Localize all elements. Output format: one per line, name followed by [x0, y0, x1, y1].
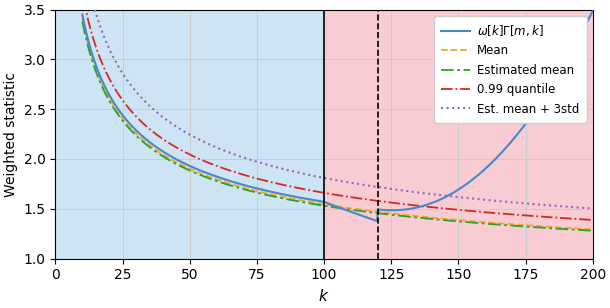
0.99 quantile [210, 163, 217, 167]
0.99 quantile [379, 200, 387, 204]
Mean [379, 211, 387, 214]
Est. mean + 3std [589, 207, 597, 210]
Line: Estimated mean: Estimated mean [82, 22, 593, 231]
$\omega[k]\Gamma[m,k]$ [107, 95, 114, 99]
Legend: $\omega[k]\Gamma[m,k]$, Mean, Estimated mean, 0.99 quantile, Est. mean + 3std: $\omega[k]\Gamma[m,k]$, Mean, Estimated … [434, 16, 587, 123]
Mean [169, 158, 176, 162]
X-axis label: $k$: $k$ [318, 288, 330, 304]
Est. mean + 3std [210, 144, 217, 148]
$\omega[k]\Gamma[m,k]$ [589, 9, 597, 13]
Est. mean + 3std [169, 122, 176, 126]
Estimated mean [379, 212, 387, 216]
Estimated mean [79, 20, 86, 24]
0.99 quantile [309, 189, 317, 193]
Estimated mean [463, 220, 470, 224]
Estimated mean [420, 216, 427, 220]
Mean [589, 228, 597, 231]
Line: Est. mean + 3std: Est. mean + 3std [82, 0, 593, 209]
$\omega[k]\Gamma[m,k]$ [451, 190, 459, 193]
Y-axis label: Weighted statistic: Weighted statistic [4, 72, 18, 197]
Estimated mean [309, 202, 317, 206]
$\omega[k]\Gamma[m,k]$ [373, 219, 381, 223]
0.99 quantile [589, 218, 597, 222]
Mean [309, 201, 317, 205]
$\omega[k]\Gamma[m,k]$ [79, 13, 86, 16]
Estimated mean [589, 229, 597, 233]
Mean [420, 215, 427, 219]
Mean [463, 219, 470, 223]
0.99 quantile [463, 209, 470, 213]
Estimated mean [210, 178, 217, 182]
Line: Mean: Mean [82, 19, 593, 229]
Bar [56, 10, 324, 258]
Mean [210, 176, 217, 180]
Est. mean + 3std [309, 174, 317, 178]
Est. mean + 3std [420, 191, 427, 195]
Est. mean + 3std [379, 186, 387, 190]
$\omega[k]\Gamma[m,k]$ [181, 162, 188, 165]
Est. mean + 3std [463, 196, 470, 200]
Line: 0.99 quantile: 0.99 quantile [82, 0, 593, 220]
$\omega[k]\Gamma[m,k]$ [128, 124, 135, 128]
Bar [324, 10, 593, 258]
Line: $\omega[k]\Gamma[m,k]$: $\omega[k]\Gamma[m,k]$ [82, 11, 593, 221]
Mean [79, 17, 86, 21]
$\omega[k]\Gamma[m,k]$ [367, 217, 375, 221]
0.99 quantile [420, 205, 427, 208]
0.99 quantile [169, 144, 176, 147]
Estimated mean [169, 160, 176, 164]
$\omega[k]\Gamma[m,k]$ [588, 11, 595, 15]
